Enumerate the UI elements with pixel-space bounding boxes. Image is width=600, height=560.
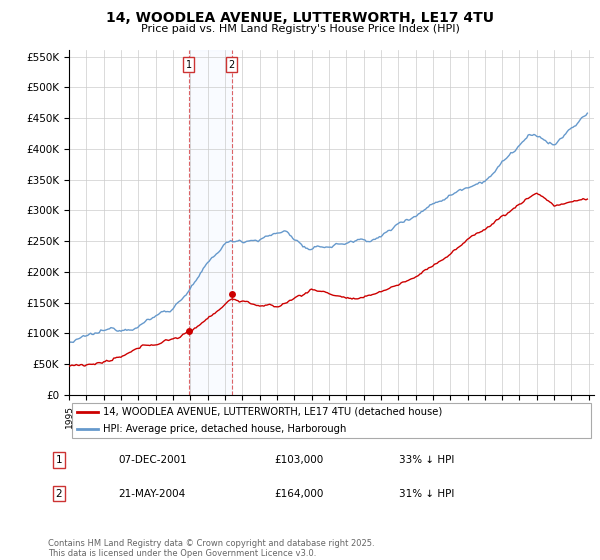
Text: 07-DEC-2001: 07-DEC-2001 bbox=[118, 455, 187, 465]
FancyBboxPatch shape bbox=[71, 403, 592, 438]
Text: 14, WOODLEA AVENUE, LUTTERWORTH, LE17 4TU (detached house): 14, WOODLEA AVENUE, LUTTERWORTH, LE17 4T… bbox=[103, 407, 442, 417]
Text: 21-MAY-2004: 21-MAY-2004 bbox=[118, 488, 185, 498]
Text: 14, WOODLEA AVENUE, LUTTERWORTH, LE17 4TU: 14, WOODLEA AVENUE, LUTTERWORTH, LE17 4T… bbox=[106, 11, 494, 25]
Text: £164,000: £164,000 bbox=[275, 488, 324, 498]
Text: 2: 2 bbox=[229, 59, 235, 69]
Text: 2: 2 bbox=[55, 488, 62, 498]
Text: Price paid vs. HM Land Registry's House Price Index (HPI): Price paid vs. HM Land Registry's House … bbox=[140, 24, 460, 34]
Text: 1: 1 bbox=[55, 455, 62, 465]
Text: £103,000: £103,000 bbox=[275, 455, 324, 465]
Text: Contains HM Land Registry data © Crown copyright and database right 2025.
This d: Contains HM Land Registry data © Crown c… bbox=[48, 539, 374, 558]
Text: 33% ↓ HPI: 33% ↓ HPI bbox=[399, 455, 454, 465]
Bar bbox=[189, 50, 232, 395]
Text: 31% ↓ HPI: 31% ↓ HPI bbox=[399, 488, 454, 498]
Text: HPI: Average price, detached house, Harborough: HPI: Average price, detached house, Harb… bbox=[103, 424, 347, 435]
Text: 1: 1 bbox=[186, 59, 192, 69]
